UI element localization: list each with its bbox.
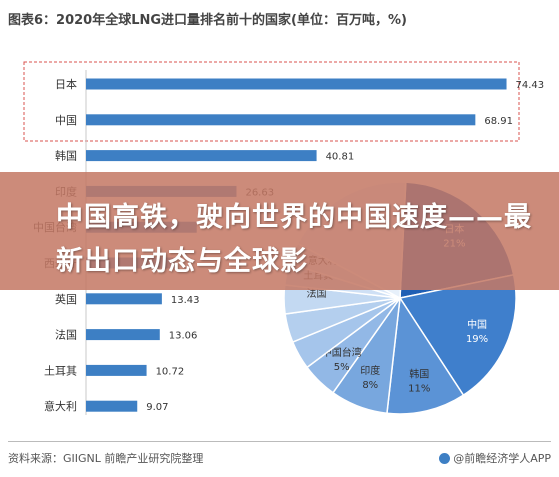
pie-slice-label: 法国 xyxy=(306,287,326,300)
pie-slice-pct: 5% xyxy=(334,362,350,373)
bar xyxy=(86,114,476,126)
pie-slice xyxy=(386,295,465,415)
pie-slice-pct: 8% xyxy=(362,380,378,391)
bar xyxy=(86,364,147,376)
bar-value-label: 74.43 xyxy=(516,80,545,91)
bar-category-label: 法国 xyxy=(55,328,77,342)
highlight-box xyxy=(23,61,520,142)
pie-slice-label: 韩国 xyxy=(409,367,429,380)
bar-category-label: 意大利 xyxy=(44,399,77,413)
pie-slice-label: 印度 xyxy=(360,364,380,377)
bar xyxy=(86,150,317,162)
bar-category-label: 英国 xyxy=(55,292,77,306)
pie-slice-label: 中国 xyxy=(467,318,487,331)
overlay-banner xyxy=(0,172,559,290)
banner-headline: 中国高铁，驶向世界的中国速度——最新出口动态与全球影 xyxy=(56,202,532,277)
bar-category-label: 中国 xyxy=(55,114,77,127)
brand-credit: @前瞻经济学人APP xyxy=(439,450,551,466)
chart-title: 图表6：2020年全球LNG进口量排名前十的国家(单位：百万吨，%) xyxy=(8,13,407,28)
bar-category-label: 日本 xyxy=(55,77,77,91)
bar-value-label: 68.91 xyxy=(484,116,513,127)
bar-value-label: 10.72 xyxy=(156,366,185,377)
bar-category-label: 韩国 xyxy=(55,149,77,163)
bar xyxy=(86,400,138,412)
bar xyxy=(86,78,507,90)
pie-slice-pct: 11% xyxy=(408,383,430,394)
bar-value-label: 13.06 xyxy=(169,331,198,342)
footer-divider xyxy=(8,441,551,442)
bar xyxy=(86,293,162,305)
bar-value-label: 13.43 xyxy=(171,295,200,306)
source-note: 资料来源：GIIGNL 前瞻产业研究院整理 xyxy=(8,452,204,465)
brand-logo-icon xyxy=(439,453,451,464)
bar xyxy=(86,329,160,341)
bar-value-label: 40.81 xyxy=(326,152,355,163)
bar-category-label: 土耳其 xyxy=(44,364,77,377)
pie-slice-pct: 19% xyxy=(466,334,488,345)
brand-label: @前瞻经济学人APP xyxy=(453,452,551,465)
bar-value-label: 9.07 xyxy=(146,402,168,413)
